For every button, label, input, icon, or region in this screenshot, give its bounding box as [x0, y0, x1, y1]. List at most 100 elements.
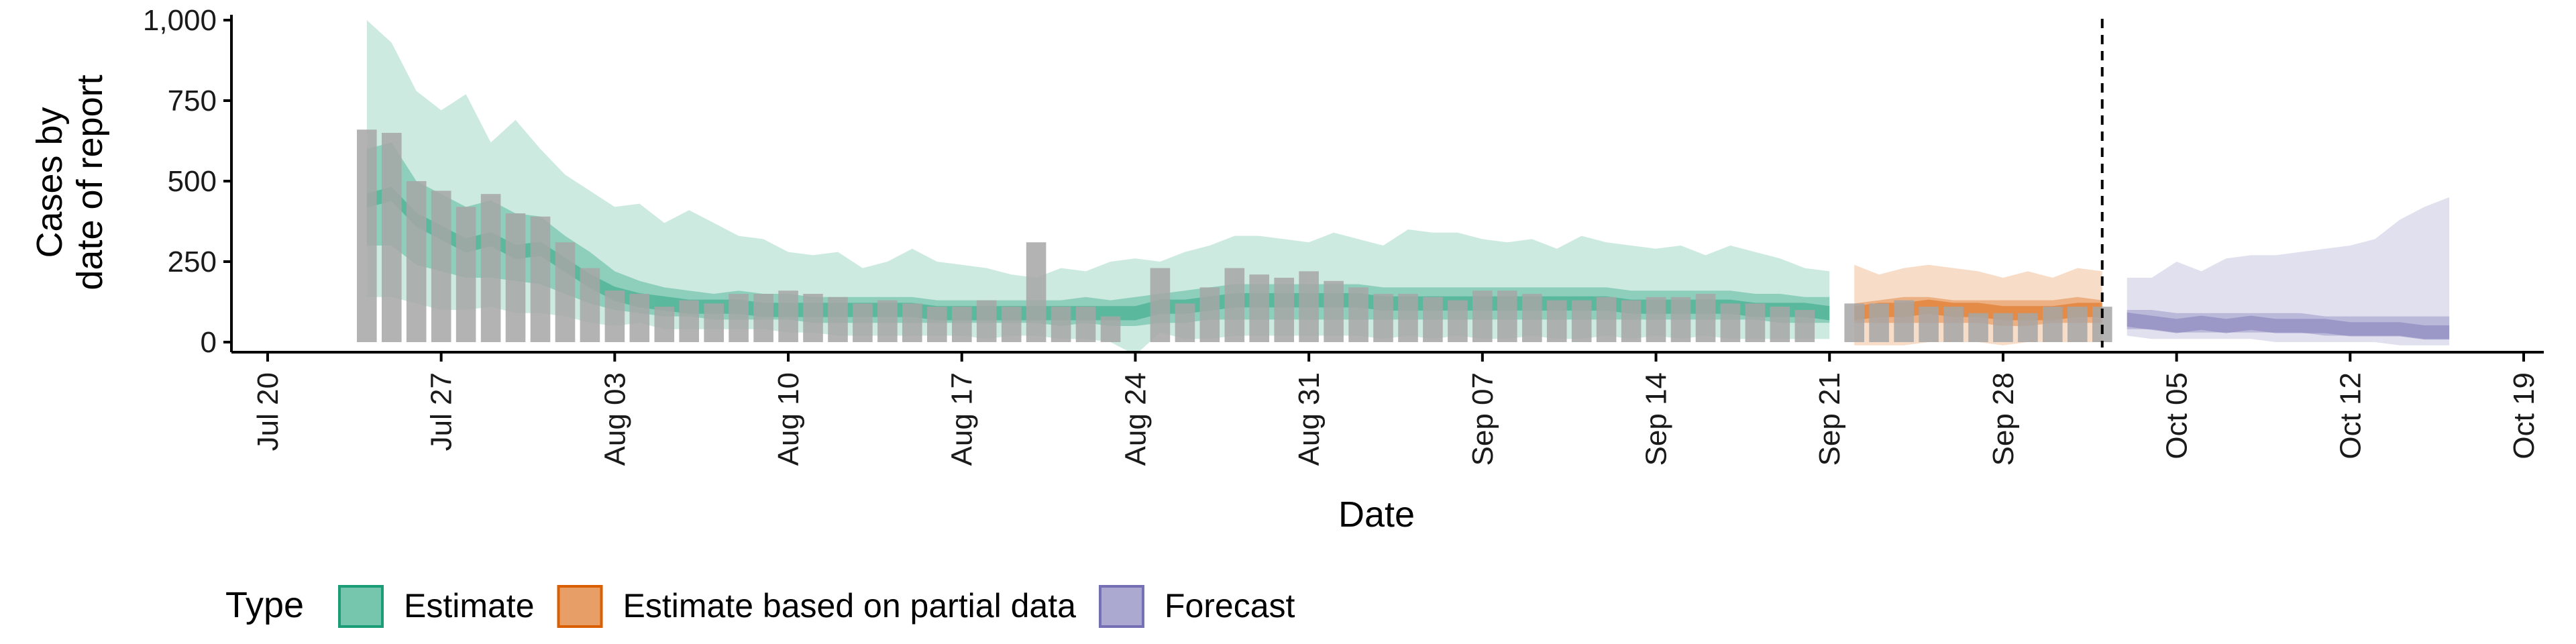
bars-layer — [357, 129, 2112, 342]
report-bar — [382, 133, 402, 342]
report-bar — [1249, 274, 1269, 342]
report-bar — [1894, 300, 1914, 342]
report-bar — [1571, 300, 1592, 342]
forecast-band-90 — [2127, 197, 2450, 345]
report-bar — [729, 294, 749, 342]
report-bar — [1919, 307, 1939, 342]
x-tick-label: Sep 28 — [1987, 372, 2020, 466]
estimate-band-90 — [366, 20, 1830, 356]
report-bar — [1968, 313, 1988, 342]
y-tick-label: 1,000 — [143, 4, 217, 37]
report-bar — [1150, 268, 1171, 342]
report-bar — [1051, 307, 1071, 342]
report-bar — [480, 194, 501, 342]
forecast-band-50 — [2127, 310, 2450, 339]
x-tick-label: Aug 03 — [598, 372, 631, 466]
report-bar — [927, 307, 947, 342]
report-bar — [976, 300, 997, 342]
report-bar — [1348, 287, 1368, 342]
axes-layer: 0 250 500 750 1,000 Jul 20 Jul 27 Aug 03 Aug 10 A… — [30, 4, 2544, 535]
report-bar — [1199, 287, 1220, 342]
report-bar — [455, 207, 476, 342]
report-bar — [1745, 303, 1766, 342]
legend-swatch — [1098, 585, 1144, 628]
report-bar — [803, 294, 823, 342]
x-tick-label: Aug 24 — [1119, 372, 1152, 466]
x-tick-label: Sep 14 — [1640, 372, 1673, 466]
report-bar — [1522, 294, 1542, 342]
report-bar — [530, 216, 551, 342]
report-bar — [604, 290, 625, 342]
report-bar — [2043, 307, 2063, 342]
legend-item-estimate-based-on-partial-data: Estimate based on partial data — [557, 585, 1077, 628]
report-bar — [505, 213, 526, 342]
report-bar — [654, 307, 675, 342]
report-bar — [1448, 300, 1468, 342]
report-bar — [1546, 300, 1567, 342]
estimate-based-on-partial-data-band-median — [1854, 299, 2102, 321]
x-tick-label: Oct 19 — [2508, 372, 2540, 460]
legend: Type Estimate Estimate based on partial da… — [225, 585, 1295, 628]
report-bar — [753, 294, 773, 342]
x-axis-title: Date — [1338, 494, 1415, 535]
report-bar — [1993, 313, 2013, 342]
report-bar — [1646, 297, 1666, 342]
report-bar — [877, 300, 898, 342]
report-bar — [1398, 294, 1418, 342]
report-bar — [704, 303, 724, 342]
y-tick-label: 750 — [168, 85, 217, 117]
report-bar — [1770, 307, 1790, 342]
report-bar — [853, 303, 873, 342]
legend-label: Estimate based on partial data — [623, 587, 1077, 625]
report-bar — [1869, 303, 1889, 342]
legend-item-estimate: Estimate — [338, 585, 535, 628]
x-tick-label: Aug 17 — [946, 372, 979, 466]
forecast-band-median — [2127, 312, 2450, 340]
legend-title: Type — [225, 585, 304, 625]
y-tick-label: 250 — [168, 246, 217, 278]
report-bar — [1621, 300, 1642, 342]
x-tick-label: Sep 21 — [1813, 372, 1846, 466]
legend-label: Forecast — [1165, 587, 1295, 625]
y-tick-label: 0 — [201, 326, 217, 359]
report-bar — [952, 307, 972, 342]
x-tick-label: Jul 27 — [425, 372, 458, 451]
legend-swatch — [338, 585, 384, 628]
report-bar — [1472, 290, 1493, 342]
report-bar — [1224, 268, 1245, 342]
report-bar — [902, 303, 922, 342]
report-bar — [1423, 297, 1443, 342]
report-bar — [828, 297, 848, 342]
report-bar — [431, 191, 451, 342]
report-bar — [555, 242, 576, 342]
report-bar — [1670, 297, 1691, 342]
y-axis-title: Cases bydate of report — [30, 74, 110, 290]
report-bar — [679, 300, 699, 342]
report-bar — [629, 294, 650, 342]
legend-item-forecast: Forecast — [1098, 585, 1295, 628]
x-tick-label: Oct 05 — [2161, 372, 2194, 460]
x-tick-label: Aug 31 — [1293, 372, 1326, 466]
report-bar — [1175, 303, 1195, 342]
x-tick-label: Oct 12 — [2334, 372, 2367, 460]
report-bar — [1274, 278, 1294, 342]
report-bar — [1001, 307, 1022, 342]
report-bar — [1695, 294, 1716, 342]
estimate-based-on-partial-data-band-90 — [1854, 264, 2102, 345]
report-bar — [2068, 307, 2088, 342]
x-tick-label: Sep 07 — [1466, 372, 1499, 466]
report-bar — [1324, 280, 1344, 342]
legend-label: Estimate — [404, 587, 535, 625]
report-bar — [1299, 271, 1319, 342]
report-bar — [1100, 316, 1121, 342]
report-bar — [580, 268, 600, 342]
report-bar — [357, 129, 377, 342]
x-tick-label: Aug 10 — [772, 372, 805, 466]
report-bar — [1497, 290, 1517, 342]
report-bar — [778, 290, 798, 342]
report-bar — [1075, 307, 1096, 342]
report-bar — [1720, 303, 1741, 342]
estimate-based-on-partial-data-band-50 — [1854, 297, 2102, 326]
